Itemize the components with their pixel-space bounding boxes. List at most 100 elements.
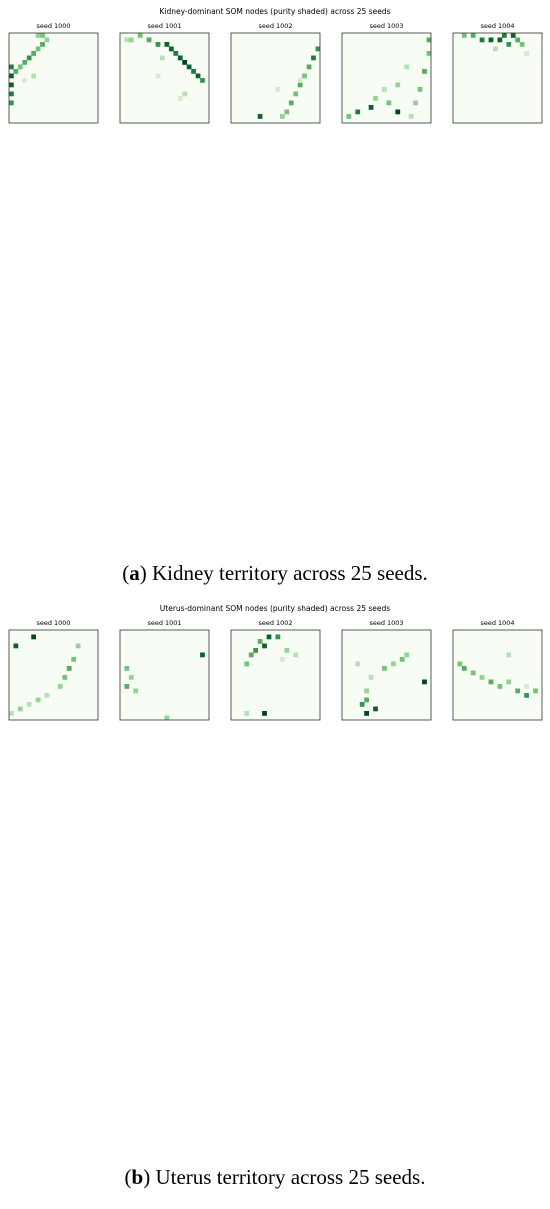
heat-cell bbox=[279, 114, 285, 119]
heat-cell bbox=[461, 33, 467, 38]
heat-cell bbox=[510, 33, 516, 38]
heat-cell bbox=[297, 82, 303, 88]
heat-cell bbox=[137, 33, 143, 38]
heat-cell bbox=[533, 688, 538, 694]
heat-cell bbox=[426, 51, 432, 56]
heat-cell bbox=[71, 657, 77, 662]
caption-label: b bbox=[132, 1165, 144, 1189]
heat-cell bbox=[497, 37, 503, 43]
heat-cell bbox=[9, 711, 14, 716]
heat-cell bbox=[306, 64, 312, 70]
heat-cell bbox=[75, 643, 81, 649]
panel-label: seed 1004 bbox=[480, 619, 514, 627]
heat-cell bbox=[488, 37, 494, 43]
heat-cell bbox=[253, 648, 258, 653]
heat-cell bbox=[124, 666, 130, 671]
heat-cell bbox=[426, 37, 432, 43]
heat-cell bbox=[22, 78, 28, 83]
heat-cell bbox=[288, 100, 294, 106]
heat-cell bbox=[359, 702, 365, 707]
heat-cell bbox=[506, 679, 512, 685]
heat-cell bbox=[284, 109, 290, 115]
heat-cell bbox=[524, 684, 529, 689]
heat-cell bbox=[160, 55, 165, 61]
heat-cell bbox=[17, 64, 23, 70]
heat-cell bbox=[302, 73, 307, 79]
heat-cell bbox=[422, 69, 427, 74]
heat-cell bbox=[31, 73, 36, 79]
heat-cell bbox=[177, 96, 183, 101]
heat-cell bbox=[364, 688, 369, 694]
heat-cell bbox=[515, 688, 521, 694]
heat-cell bbox=[186, 64, 192, 70]
caption-label: a bbox=[129, 561, 140, 585]
heat-cell bbox=[479, 675, 485, 680]
heat-cell bbox=[146, 37, 152, 43]
caption-open: ( bbox=[125, 1165, 132, 1189]
panel-frame bbox=[230, 32, 321, 124]
heat-cell bbox=[26, 55, 32, 61]
heat-cell bbox=[275, 87, 281, 92]
heat-cell bbox=[128, 37, 134, 43]
heat-cell bbox=[262, 711, 267, 716]
heat-cell bbox=[257, 114, 263, 119]
heat-cell bbox=[57, 684, 63, 689]
heat-cell bbox=[168, 46, 174, 52]
heat-cell bbox=[386, 100, 392, 106]
heat-cell bbox=[488, 679, 494, 685]
heat-cell bbox=[355, 661, 361, 667]
heat-cell bbox=[44, 37, 50, 43]
heat-cell bbox=[346, 114, 352, 119]
heat-cell bbox=[311, 55, 316, 61]
caption-open: ( bbox=[122, 561, 129, 585]
heat-cell bbox=[373, 706, 378, 712]
panel-background bbox=[342, 33, 431, 123]
heat-cell bbox=[355, 109, 361, 115]
heat-cell bbox=[390, 661, 396, 667]
heat-cell bbox=[364, 697, 369, 703]
heat-cell bbox=[177, 55, 183, 61]
figure-title: Uterus-dominant SOM nodes (purity shaded… bbox=[160, 604, 391, 613]
heat-cell bbox=[9, 64, 14, 70]
heat-cell bbox=[399, 657, 405, 662]
heat-cell bbox=[461, 666, 467, 671]
panel-background bbox=[120, 630, 209, 720]
panel-frame bbox=[230, 629, 321, 721]
heat-cell bbox=[128, 675, 134, 680]
heat-cell bbox=[191, 69, 196, 74]
heat-cell bbox=[31, 51, 36, 56]
heat-cell bbox=[266, 634, 272, 640]
heat-cell bbox=[524, 693, 529, 698]
panel-label: seed 1003 bbox=[369, 619, 403, 627]
heat-cell bbox=[457, 661, 463, 667]
heat-cell bbox=[40, 42, 45, 47]
heat-cell bbox=[493, 46, 498, 52]
heat-cell bbox=[364, 711, 369, 716]
heat-cell bbox=[404, 652, 410, 658]
heat-cell bbox=[164, 715, 170, 721]
panel-frame bbox=[119, 629, 210, 721]
heat-cell bbox=[382, 666, 387, 671]
heat-cell bbox=[164, 42, 170, 47]
caption-text: ) Kidney territory across 25 seeds. bbox=[140, 561, 428, 585]
heat-cell bbox=[22, 60, 28, 65]
panel-background bbox=[120, 33, 209, 123]
caption: (b) Uterus territory across 25 seeds. bbox=[125, 1165, 426, 1189]
heat-cell bbox=[9, 91, 14, 97]
panel-label: seed 1001 bbox=[147, 22, 181, 30]
heat-cell bbox=[262, 643, 267, 649]
heat-cell bbox=[368, 675, 374, 680]
heat-cell bbox=[519, 42, 525, 47]
heat-cell bbox=[195, 73, 201, 79]
heat-cell bbox=[497, 684, 503, 689]
heat-cell bbox=[479, 37, 485, 43]
heat-cell bbox=[515, 37, 521, 43]
heat-cell bbox=[173, 51, 179, 56]
heat-cell bbox=[31, 634, 36, 640]
heat-cell bbox=[35, 33, 41, 38]
heat-cell bbox=[501, 33, 507, 38]
heat-cell bbox=[524, 51, 529, 56]
panel-frame bbox=[452, 629, 543, 721]
panel-background bbox=[231, 630, 320, 720]
heat-cell bbox=[155, 73, 161, 79]
